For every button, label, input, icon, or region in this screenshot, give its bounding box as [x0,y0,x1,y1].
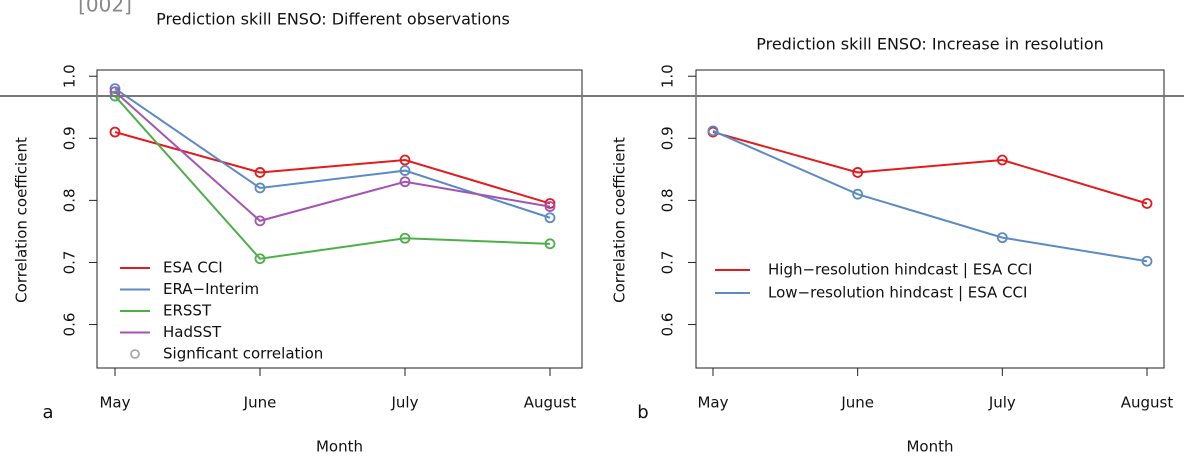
point [544,212,556,224]
y-tick-label: 0.6 [61,313,79,337]
point [254,167,266,178]
y-tick-label: 0.9 [659,126,677,150]
point [707,125,719,137]
y-tick-label: 0.7 [659,251,677,275]
plot-box [96,69,583,369]
series-line [712,129,1148,263]
chart-title: Prediction skill ENSO: Increase in resol… [756,35,1104,54]
legend-label: HadSST [163,323,222,341]
point [544,238,556,250]
point [399,165,411,176]
x-axis-label: Month [316,438,363,456]
y-tick-label: 0.7 [61,251,79,275]
point [399,154,411,166]
y-tick-label: 0.6 [659,313,677,337]
x-axis-label: Month [906,438,953,456]
point [109,126,121,138]
legend-label: Low−resolution hindcast | ESA CCI [768,284,1027,302]
x-tick-label: May [99,394,130,412]
y-tick-label: 0.8 [61,188,79,212]
point [254,253,266,265]
point [852,188,864,200]
chart-title: Prediction skill ENSO: Different observa… [156,10,510,29]
point [544,198,556,209]
y-axis-label: Correlation coefficient [13,137,31,303]
legend-label: ERA−Interim [163,280,259,298]
legend-label: High−resolution hindcast | ESA CCI [768,261,1032,279]
legend-label: ERSST [163,302,212,320]
x-tick-label: May [697,394,728,412]
x-tick-label: July [988,394,1016,412]
point [254,215,266,227]
y-axis-label: Correlation coefficient [611,137,629,303]
x-tick-label: July [391,394,419,412]
series-line [114,90,551,222]
point [254,182,266,194]
series-line [114,131,551,205]
y-tick-label: 1.0 [61,64,79,88]
series-line [114,95,551,260]
series-line [114,87,551,219]
y-tick-label: 1.0 [659,64,677,88]
y-tick-label: 0.8 [659,188,677,212]
point [1141,198,1153,209]
y-tick-label: 0.9 [61,126,79,150]
point [544,201,556,212]
point [109,83,121,95]
x-tick-label: June [840,394,874,412]
point [1141,255,1153,267]
legend-label: ESA CCI [163,259,223,277]
x-tick-label: August [1121,394,1174,412]
panel-label: a [42,402,53,423]
x-tick-label: June [243,394,277,412]
point [399,176,411,188]
point [996,232,1008,244]
panel-label: b [637,402,648,423]
legend-label: Signficant correlation [163,345,323,363]
legend-marker [130,349,140,359]
point [996,154,1008,166]
series-line [712,131,1148,205]
point [399,232,411,244]
header-code: [002] [78,0,132,17]
point [852,167,864,178]
x-tick-label: August [524,394,577,412]
plot-box [695,69,1165,369]
